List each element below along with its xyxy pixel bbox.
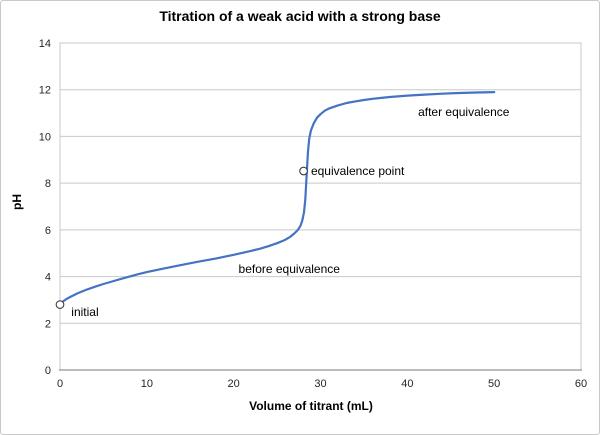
x-tick-label: 0 xyxy=(57,378,63,390)
plot-border xyxy=(59,42,582,371)
x-tick-label: 20 xyxy=(228,378,240,390)
y-axis-title: pH xyxy=(10,194,24,210)
marker-initial-point xyxy=(55,300,65,309)
x-tick-label: 40 xyxy=(401,378,413,390)
y-tick-label: 12 xyxy=(39,85,51,97)
x-tick-label: 10 xyxy=(141,378,153,390)
annotation-equivalence-point: equivalence point xyxy=(311,164,405,178)
y-tick-label: 0 xyxy=(45,365,51,377)
y-tick-label: 8 xyxy=(45,178,51,190)
annotation-after-equivalence: after equivalence xyxy=(418,105,510,119)
y-tick-label: 2 xyxy=(45,318,51,330)
y-tick-label: 4 xyxy=(45,272,51,284)
annotation-before-equivalence: before equivalence xyxy=(239,262,341,276)
x-tick-label: 30 xyxy=(314,378,326,390)
marker-equivalence-point xyxy=(299,166,308,176)
x-tick-label: 50 xyxy=(488,378,500,390)
titration-curve xyxy=(58,90,496,306)
y-tick-label: 6 xyxy=(45,225,51,237)
y-tick-label: 14 xyxy=(39,38,51,50)
y-tick-label: 10 xyxy=(39,131,51,143)
x-tick-label: 60 xyxy=(575,378,587,390)
annotation-initial: initial xyxy=(71,305,98,319)
chart-title: Titration of a weak acid with a strong b… xyxy=(159,8,441,24)
x-axis-title: Volume of titrant (mL) xyxy=(249,399,373,413)
